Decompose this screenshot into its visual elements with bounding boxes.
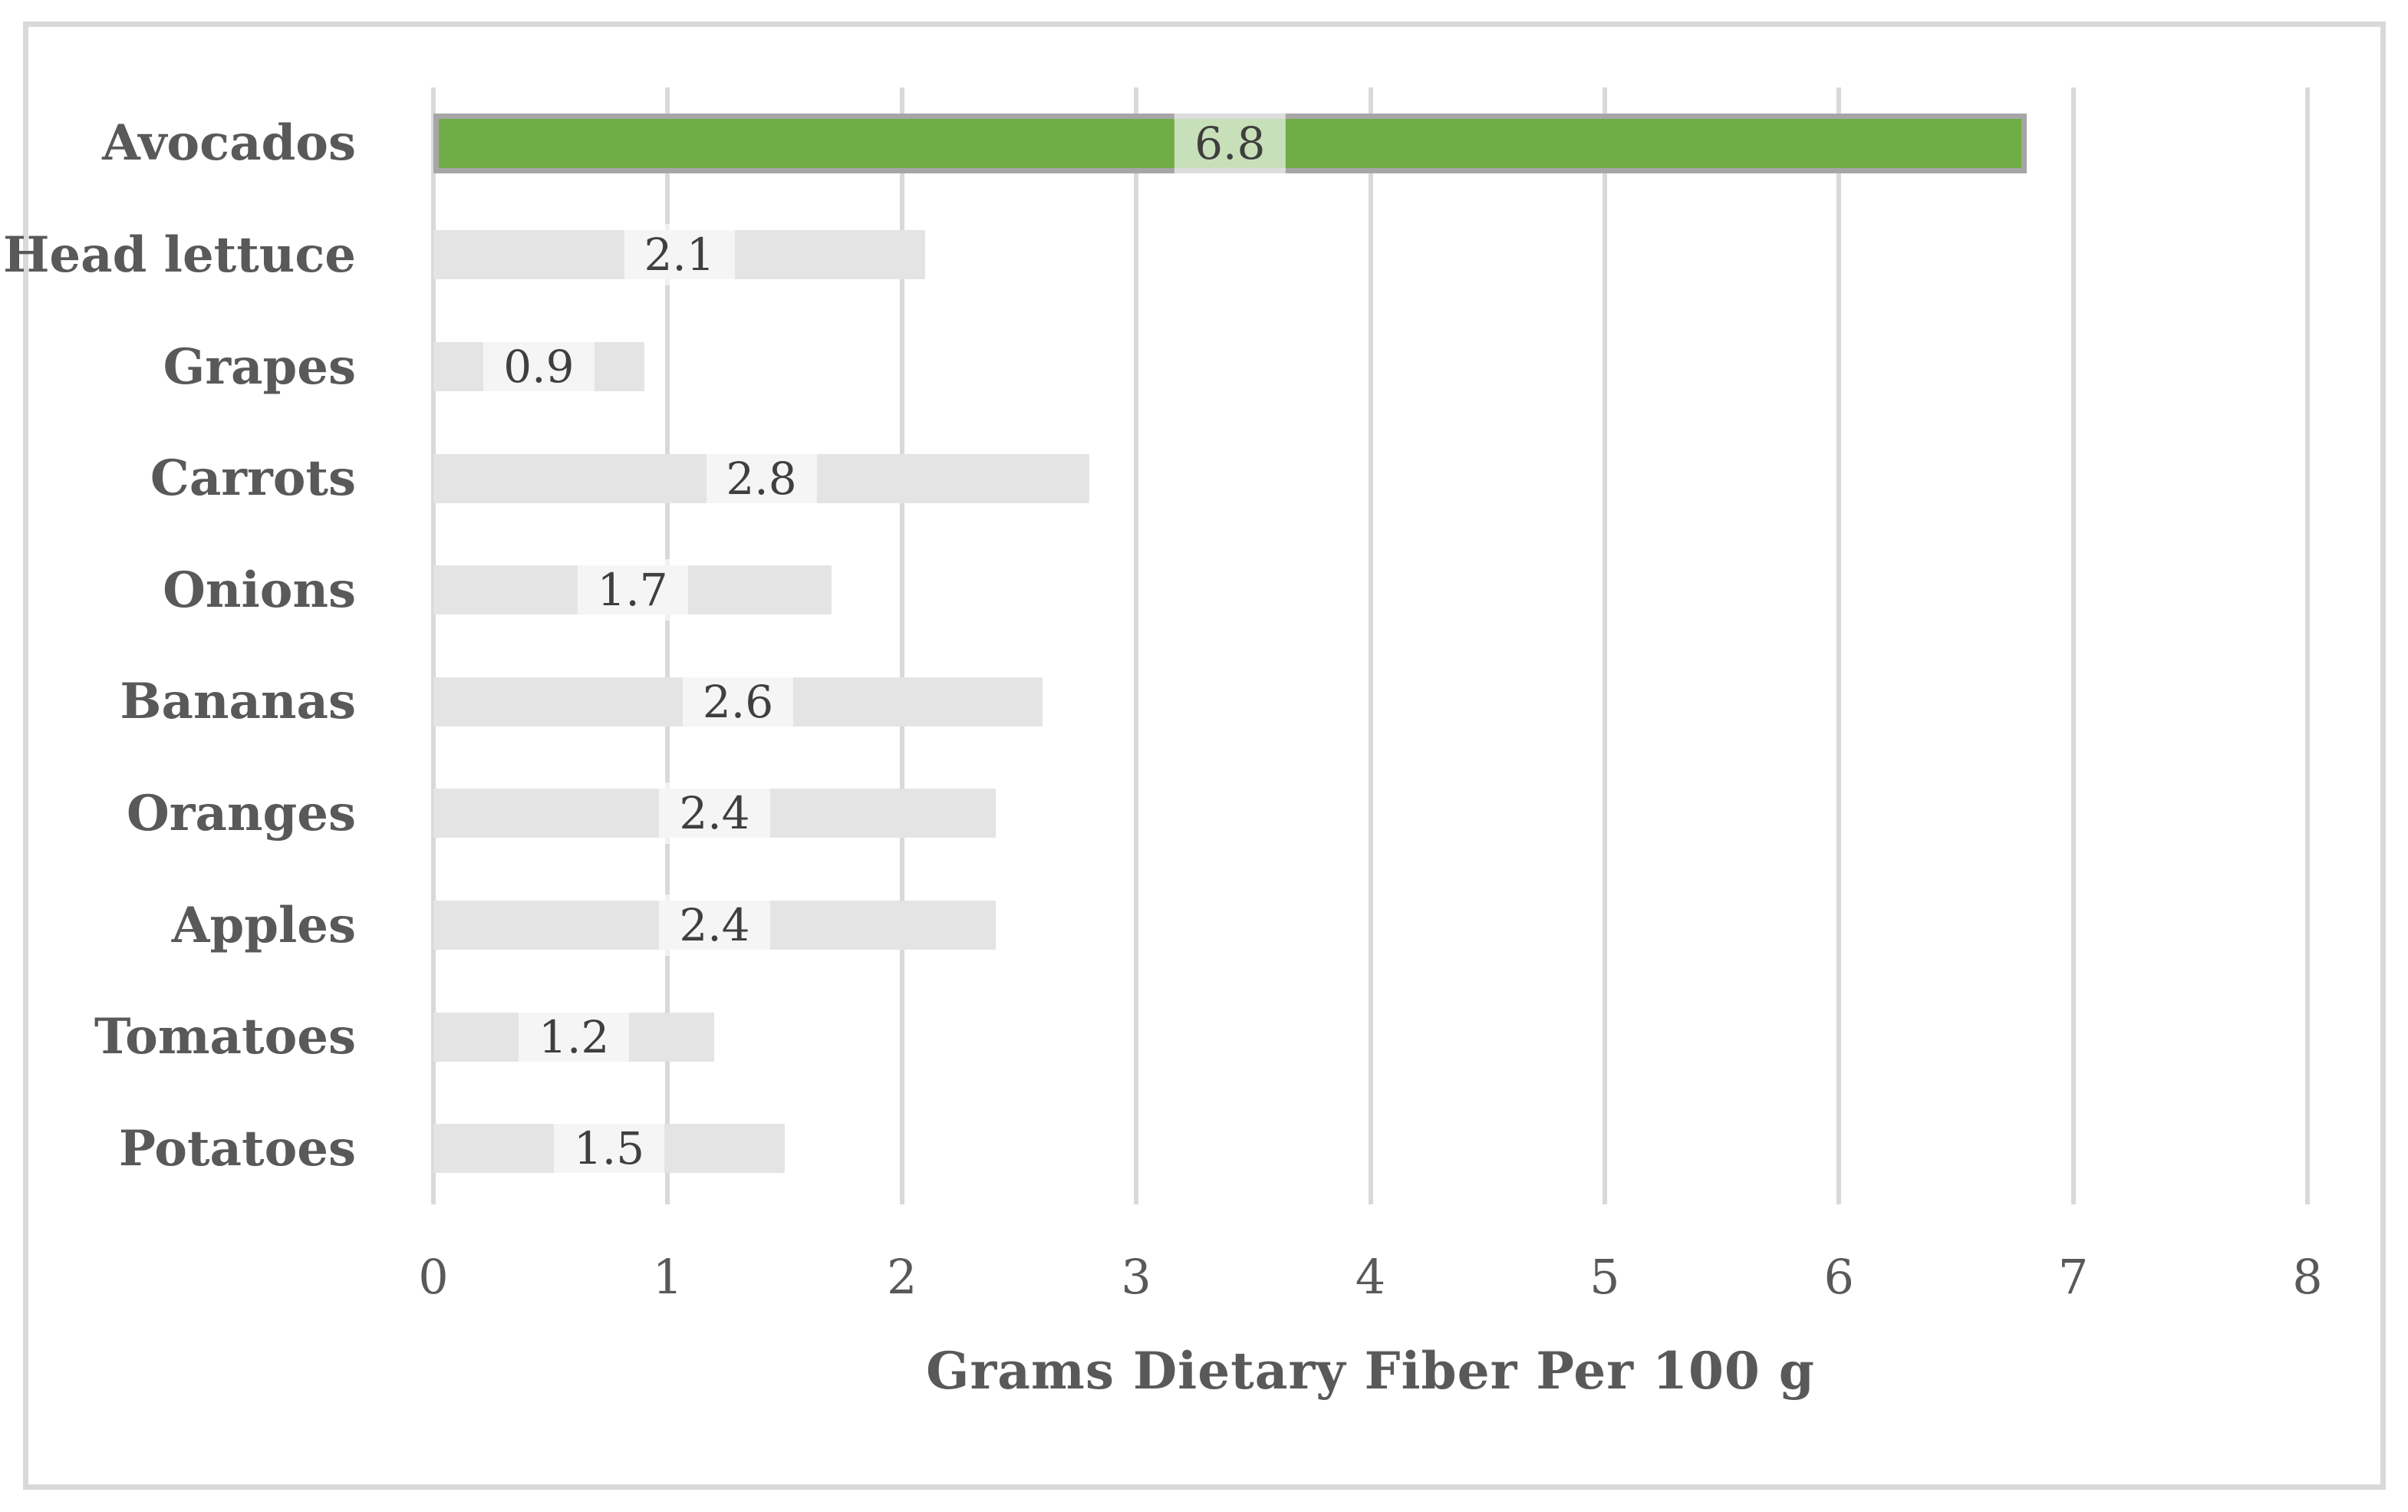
- x-tick-label: 0: [418, 1249, 449, 1305]
- x-tick-label: 3: [1121, 1249, 1151, 1305]
- x-tick-label: 1: [652, 1249, 684, 1305]
- gridline: [1602, 87, 1607, 1204]
- x-tick-label: 4: [1355, 1249, 1386, 1305]
- gridline: [2305, 87, 2310, 1204]
- data-label: 2.8: [706, 447, 817, 509]
- data-label: 6.8: [1174, 112, 1286, 174]
- data-label: 2.1: [624, 224, 735, 286]
- category-label-onions: Onions: [163, 561, 356, 619]
- gridline: [1368, 87, 1373, 1204]
- data-label: 1.5: [553, 1118, 665, 1180]
- x-tick-label: 2: [887, 1249, 917, 1305]
- category-label-head-lettuce: Head lettuce: [2, 226, 356, 284]
- x-tick-label: 6: [1823, 1249, 1854, 1305]
- x-tick-label: 5: [1589, 1249, 1620, 1305]
- category-label-oranges: Oranges: [127, 784, 356, 842]
- category-label-bananas: Bananas: [120, 673, 356, 731]
- data-label: 0.9: [483, 336, 595, 397]
- category-label-grapes: Grapes: [163, 338, 356, 396]
- chart-frame: 6.8 2.1 0.9 2.8 1.7 2.6 2.4 2.4 1.2 1.5 Avocados H…: [2, 21, 2386, 1490]
- gridline: [899, 87, 904, 1204]
- data-label: 1.2: [519, 1006, 630, 1068]
- data-label: 2.4: [659, 894, 770, 956]
- gridline: [1134, 87, 1139, 1204]
- category-label-tomatoes: Tomatoes: [94, 1008, 356, 1066]
- x-axis-title: Grams Dietary Fiber Per 100 g: [926, 1341, 1815, 1401]
- data-label: 1.7: [577, 559, 688, 621]
- x-tick-label: 7: [2057, 1249, 2089, 1305]
- category-label-potatoes: Potatoes: [118, 1119, 356, 1178]
- data-label: 2.6: [682, 670, 794, 733]
- data-label: 2.4: [659, 782, 770, 845]
- x-tick-label: 8: [2292, 1249, 2323, 1305]
- gridline: [2070, 87, 2076, 1204]
- category-label-carrots: Carrots: [150, 450, 356, 508]
- gridline: [431, 87, 436, 1204]
- gridline: [1836, 87, 1842, 1204]
- gridline: [665, 87, 670, 1204]
- category-label-apples: Apples: [171, 896, 356, 954]
- plot-area: 6.8 2.1 0.9 2.8 1.7 2.6 2.4 2.4 1.2 1.5: [431, 87, 2310, 1204]
- category-label-avocados: Avocados: [102, 114, 356, 173]
